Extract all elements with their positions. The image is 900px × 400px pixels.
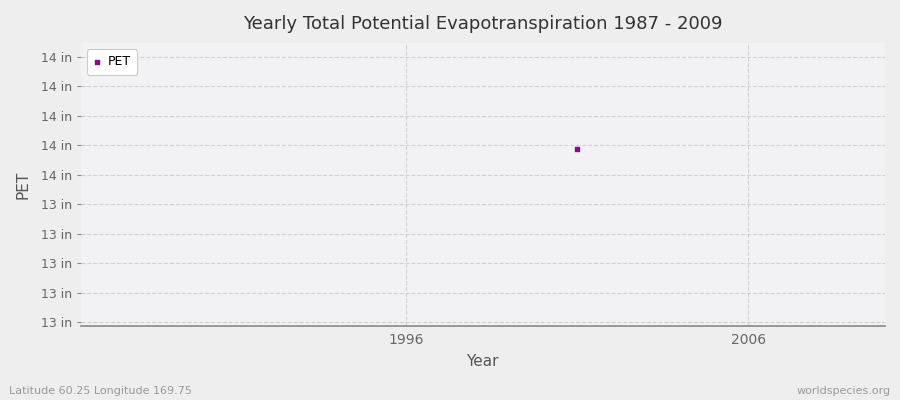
Legend: PET: PET <box>86 49 138 75</box>
X-axis label: Year: Year <box>466 354 499 369</box>
Text: Latitude 60.25 Longitude 169.75: Latitude 60.25 Longitude 169.75 <box>9 386 192 396</box>
Y-axis label: PET: PET <box>15 170 30 199</box>
Title: Yearly Total Potential Evapotranspiration 1987 - 2009: Yearly Total Potential Evapotranspiratio… <box>243 15 723 33</box>
Text: worldspecies.org: worldspecies.org <box>796 386 891 396</box>
PET <box>570 146 584 152</box>
